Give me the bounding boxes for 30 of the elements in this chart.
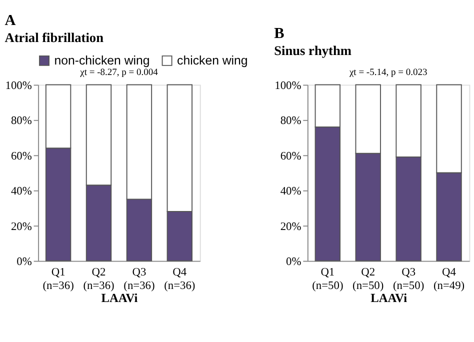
- y-tick-label: 20%: [10, 220, 32, 233]
- x-axis-title: LAAVi: [101, 291, 138, 306]
- x-tick-label: Q4 (n=49): [433, 266, 465, 292]
- y-tick-label: 100%: [274, 80, 302, 92]
- legend-label: chicken wing: [177, 54, 248, 68]
- x-tick-label: Q1 (n=36): [42, 266, 74, 292]
- text: χt = -8.27, p = 0.004: [79, 68, 158, 78]
- y-tick-label: 20%: [280, 220, 302, 233]
- x-axis-title: LAAVi: [370, 291, 408, 306]
- x-tick-label: Q1 (n=50): [312, 266, 344, 292]
- y-tick-label: 80%: [10, 115, 32, 128]
- y-tick-label: 60%: [280, 150, 302, 162]
- x-tick-label: Q2 (n=36): [83, 266, 115, 292]
- chart-title: B: [274, 25, 284, 42]
- chart-subtitle: Atrial fibrillation: [4, 30, 104, 45]
- x-tick-label: Q2 (n=50): [352, 266, 384, 292]
- y-tick-label: 0%: [16, 256, 32, 268]
- y-tick-label: 40%: [10, 186, 32, 198]
- chart-subtitle: Sinus rhythm: [274, 43, 352, 58]
- legend-label: non-chicken wing: [54, 54, 150, 68]
- text: χt = -5.14, p = 0.023: [348, 68, 428, 78]
- y-tick-label: 60%: [10, 150, 32, 162]
- y-tick-label: 80%: [280, 115, 302, 128]
- chart-title: A: [4, 12, 16, 29]
- x-tick-label: Q4 (n=36): [164, 266, 196, 292]
- y-tick-label: 0%: [286, 256, 302, 268]
- x-tick-label: Q3 (n=50): [392, 266, 424, 292]
- y-tick-label: 100%: [5, 80, 32, 92]
- x-tick-label: Q3 (n=36): [124, 266, 155, 292]
- y-tick-label: 40%: [280, 186, 302, 198]
